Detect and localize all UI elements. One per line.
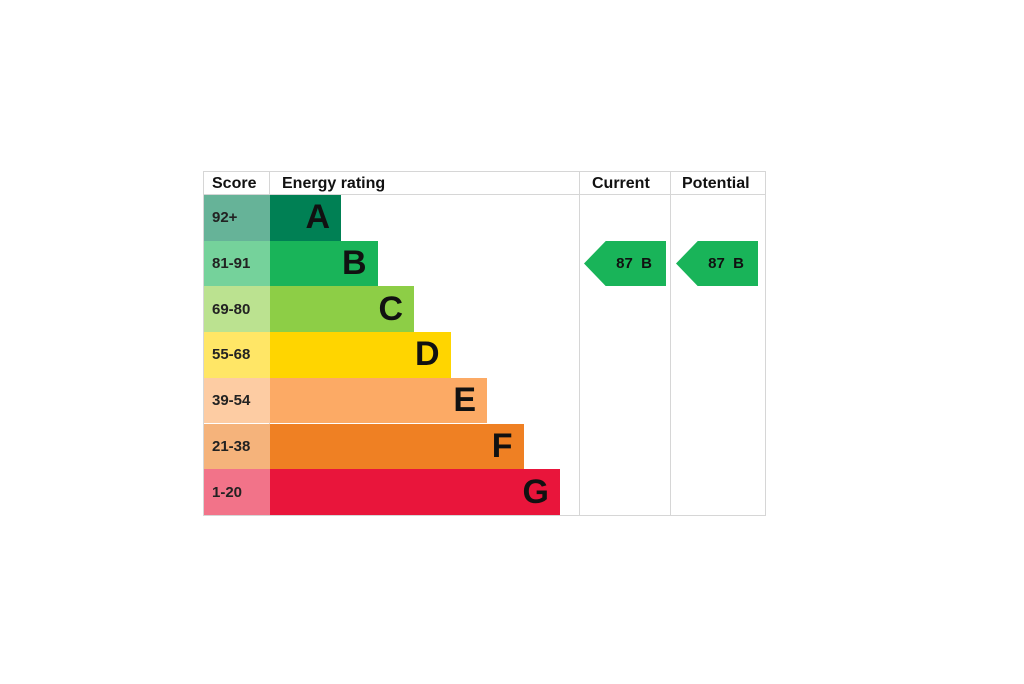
score-range-e: 39-54 [204, 377, 270, 424]
score-range-b: 81-91 [204, 240, 270, 287]
header-divider [204, 194, 765, 195]
band-bar-e: E [270, 377, 487, 424]
current-column-divider [579, 172, 580, 515]
score-header: Score [212, 175, 257, 192]
band-bar-c: C [270, 286, 414, 333]
score-range-c: 69-80 [204, 286, 270, 333]
score-range-g: 1-20 [204, 469, 270, 515]
score-range-f: 21-38 [204, 423, 270, 470]
band-bar-d: D [270, 332, 451, 378]
band-bar-f: F [270, 423, 524, 470]
potential-rating-arrow: 87 B [676, 240, 758, 287]
current-header: Current [592, 175, 650, 192]
energy-rating-chart: Score Energy rating Current Potential 92… [203, 171, 766, 516]
energy-rating-header: Energy rating [282, 175, 386, 192]
score-range-a: 92+ [204, 195, 270, 241]
potential-column-divider [670, 172, 671, 515]
current-rating-arrow: 87 B [584, 240, 666, 287]
band-bar-b: B [270, 240, 378, 287]
potential-header: Potential [682, 175, 750, 192]
band-bar-a: A [270, 195, 341, 241]
score-range-d: 55-68 [204, 332, 270, 378]
band-bar-g: G [270, 469, 560, 515]
